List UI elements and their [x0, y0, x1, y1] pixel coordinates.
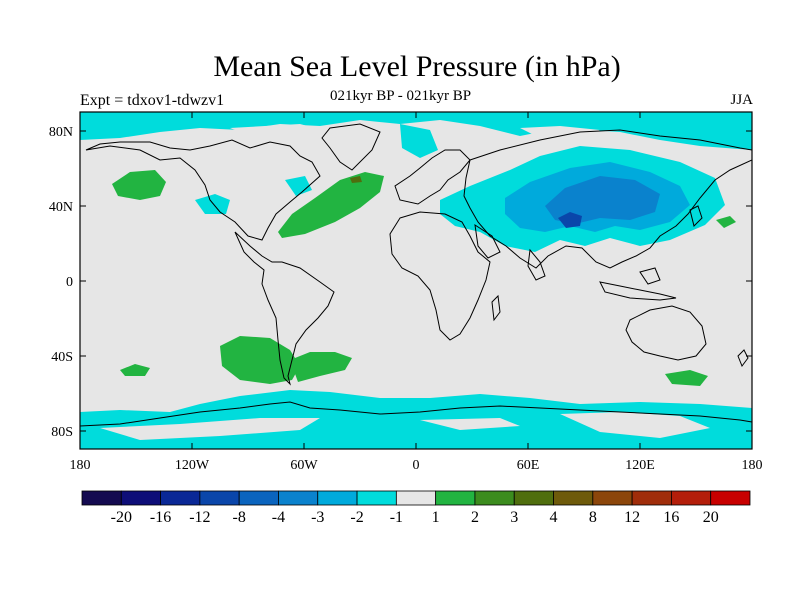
coastlines: [80, 123, 752, 427]
colorbar-swatch: [553, 490, 594, 506]
na-negative-patch-2: [285, 176, 312, 196]
colorbar-swatch: [631, 490, 672, 506]
colorbar-swatch: [160, 490, 201, 506]
colorbar-swatch: [199, 490, 240, 506]
colorbar-label: -8: [233, 509, 246, 526]
colorbar-swatch: [592, 490, 633, 506]
colorbar-swatch: [513, 490, 554, 506]
pacific-positive-region: [112, 170, 166, 200]
colorbar-label: -12: [189, 509, 210, 526]
colorbar-swatch: [81, 490, 122, 506]
colorbar-swatch: [395, 490, 437, 506]
southern-gap: [100, 418, 320, 440]
southeast-pacific-positive-region: [220, 336, 300, 384]
lat-label: 0: [66, 275, 73, 290]
lon-label: 120E: [625, 458, 655, 473]
atlantic-positive-core: [350, 176, 362, 183]
lon-label: 60E: [517, 458, 540, 473]
lat-label: 80N: [49, 125, 73, 140]
colorbar-swatch: [356, 490, 397, 506]
lon-label: 120W: [175, 458, 210, 473]
lon-label: 180: [70, 458, 91, 473]
north-pacific-positive-patch: [716, 216, 736, 228]
colorbar: -20 -16 -12 -8 -4 -3 -2 -1 1 2 3 4 8 12 16 20: [81, 490, 751, 526]
colorbar-swatch: [435, 490, 476, 506]
colorbar-label: 4: [550, 509, 558, 526]
colorbar-label: 8: [589, 509, 597, 526]
south-pacific-positive-patch: [120, 364, 150, 376]
map-area: [80, 112, 752, 449]
southern-positive-patch: [665, 370, 708, 386]
southern-gap: [420, 418, 520, 430]
asia-negative-core: [558, 212, 582, 228]
southern-negative-region: [80, 390, 752, 449]
colorbar-label: -1: [390, 509, 403, 526]
colorbar-label: 12: [624, 509, 640, 526]
colorbar-swatch: [120, 490, 161, 506]
lat-label: 80S: [51, 425, 73, 440]
colorbar-swatch: [474, 490, 515, 506]
colorbar-label: -3: [311, 509, 324, 526]
colorbar-label: -4: [272, 509, 285, 526]
arctic-negative-patch: [400, 124, 438, 158]
colorbar-swatch: [710, 490, 751, 506]
lon-label: 60W: [290, 458, 318, 473]
colorbar-swatch: [671, 490, 712, 506]
colorbar-label: -20: [111, 509, 132, 526]
colorbar-label: -2: [350, 509, 363, 526]
period-label: 021kyr BP - 021kyr BP: [330, 88, 472, 104]
lon-label: 0: [413, 458, 420, 473]
na-negative-patch: [195, 194, 230, 214]
arctic-gap: [230, 124, 330, 144]
colorbar-label: 2: [471, 509, 479, 526]
chart-title: Mean Sea Level Pressure (in hPa): [213, 50, 621, 83]
colorbar-label: 16: [663, 509, 679, 526]
south-atlantic-positive-region: [290, 352, 352, 382]
colorbar-swatch: [278, 490, 319, 506]
axis-ticks: [79, 112, 753, 449]
arctic-gap: [520, 126, 600, 138]
lat-label: 40N: [49, 200, 73, 215]
lat-label: 40S: [51, 350, 73, 365]
colorbar-swatch: [238, 490, 279, 506]
colorbar-label: 3: [510, 509, 518, 526]
colorbar-label: 1: [432, 509, 440, 526]
arctic-negative-region: [80, 112, 752, 150]
atlantic-positive-region: [278, 172, 384, 238]
season-label: JJA: [730, 92, 753, 108]
lon-label: 180: [742, 458, 763, 473]
southern-gap: [560, 412, 710, 438]
colorbar-swatch: [317, 490, 358, 506]
colorbar-label: 20: [703, 509, 719, 526]
experiment-label: Expt = tdxov1-tdwzv1: [80, 92, 225, 109]
asia-negative-region-3: [545, 176, 660, 224]
colorbar-label: -16: [150, 509, 171, 526]
